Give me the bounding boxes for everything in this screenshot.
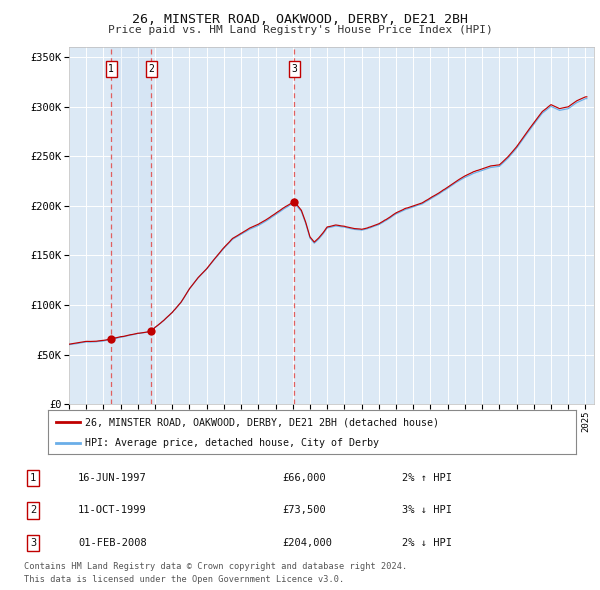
Text: £66,000: £66,000 xyxy=(282,473,326,483)
Text: £73,500: £73,500 xyxy=(282,506,326,516)
Text: 2% ↓ HPI: 2% ↓ HPI xyxy=(402,538,452,548)
Text: 2% ↑ HPI: 2% ↑ HPI xyxy=(402,473,452,483)
Text: 3% ↓ HPI: 3% ↓ HPI xyxy=(402,506,452,516)
Text: 1: 1 xyxy=(30,473,36,483)
Text: 2: 2 xyxy=(30,506,36,516)
Text: 1: 1 xyxy=(109,64,114,74)
Text: £204,000: £204,000 xyxy=(282,538,332,548)
Text: HPI: Average price, detached house, City of Derby: HPI: Average price, detached house, City… xyxy=(85,438,379,448)
Bar xyxy=(111,47,151,404)
Text: Price paid vs. HM Land Registry's House Price Index (HPI): Price paid vs. HM Land Registry's House … xyxy=(107,25,493,35)
Text: 16-JUN-1997: 16-JUN-1997 xyxy=(78,473,147,483)
Text: 26, MINSTER ROAD, OAKWOOD, DERBY, DE21 2BH (detached house): 26, MINSTER ROAD, OAKWOOD, DERBY, DE21 2… xyxy=(85,418,439,427)
Text: 01-FEB-2008: 01-FEB-2008 xyxy=(78,538,147,548)
Text: 2: 2 xyxy=(148,64,154,74)
Text: 11-OCT-1999: 11-OCT-1999 xyxy=(78,506,147,516)
Text: 3: 3 xyxy=(30,538,36,548)
Text: 3: 3 xyxy=(291,64,297,74)
Text: This data is licensed under the Open Government Licence v3.0.: This data is licensed under the Open Gov… xyxy=(24,575,344,584)
Text: 26, MINSTER ROAD, OAKWOOD, DERBY, DE21 2BH: 26, MINSTER ROAD, OAKWOOD, DERBY, DE21 2… xyxy=(132,13,468,26)
Text: Contains HM Land Registry data © Crown copyright and database right 2024.: Contains HM Land Registry data © Crown c… xyxy=(24,562,407,571)
